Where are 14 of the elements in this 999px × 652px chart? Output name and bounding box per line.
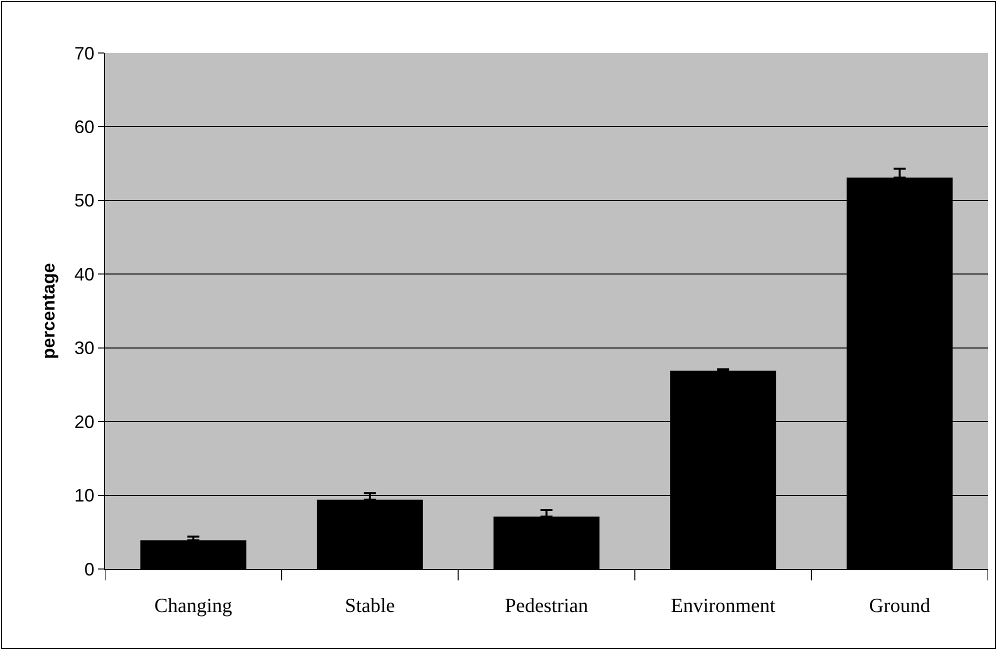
y-axis-title: percentage xyxy=(38,262,59,360)
x-tick-label: Ground xyxy=(869,595,930,617)
y-tick-label: 60 xyxy=(74,117,94,138)
x-tick-label: Environment xyxy=(670,595,776,617)
x-tick-label: Pedestrian xyxy=(504,595,588,617)
y-tick-label: 30 xyxy=(74,338,94,358)
y-tick-label: 0 xyxy=(84,559,94,580)
x-tick-label: Stable xyxy=(344,595,396,617)
y-tick-label: 20 xyxy=(74,412,94,432)
y-tick-label: 50 xyxy=(74,190,94,211)
y-tick-label: 70 xyxy=(74,43,94,64)
y-tick-label: 10 xyxy=(74,486,94,506)
x-tick-label: Changing xyxy=(154,595,232,617)
y-tick-label: 40 xyxy=(74,264,94,284)
